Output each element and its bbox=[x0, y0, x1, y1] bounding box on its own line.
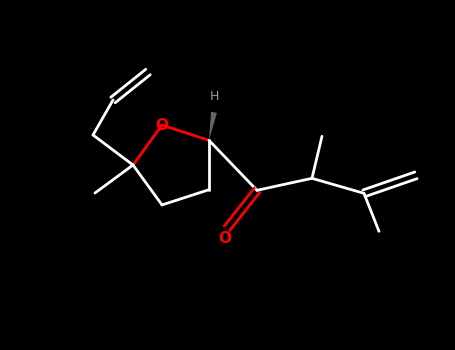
Text: O: O bbox=[156, 118, 168, 133]
Polygon shape bbox=[209, 112, 217, 140]
Text: O: O bbox=[218, 231, 232, 246]
Text: H: H bbox=[209, 90, 219, 103]
